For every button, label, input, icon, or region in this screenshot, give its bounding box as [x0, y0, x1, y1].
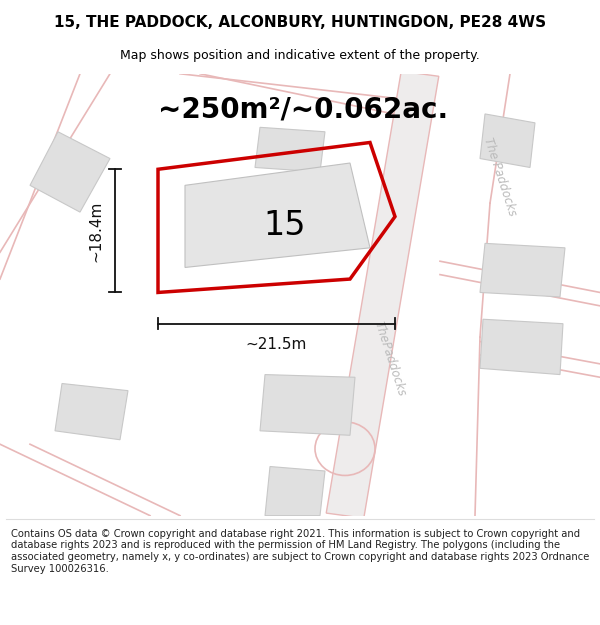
Polygon shape	[480, 319, 563, 374]
Text: ThePaddocks: ThePaddocks	[372, 321, 408, 399]
Text: Map shows position and indicative extent of the property.: Map shows position and indicative extent…	[120, 49, 480, 62]
Polygon shape	[185, 163, 370, 268]
Polygon shape	[55, 384, 128, 440]
Text: 15, THE PADDOCK, ALCONBURY, HUNTINGDON, PE28 4WS: 15, THE PADDOCK, ALCONBURY, HUNTINGDON, …	[54, 14, 546, 29]
Text: Contains OS data © Crown copyright and database right 2021. This information is : Contains OS data © Crown copyright and d…	[11, 529, 589, 574]
Polygon shape	[480, 114, 535, 168]
Polygon shape	[265, 466, 325, 516]
Polygon shape	[326, 71, 439, 518]
Polygon shape	[30, 132, 110, 212]
Polygon shape	[255, 127, 325, 172]
Text: ~250m²/~0.062ac.: ~250m²/~0.062ac.	[158, 96, 448, 124]
Text: ~21.5m: ~21.5m	[246, 337, 307, 352]
Text: 15: 15	[264, 209, 306, 242]
Text: The Paddocks: The Paddocks	[481, 136, 519, 218]
Text: ~18.4m: ~18.4m	[88, 200, 103, 261]
Polygon shape	[480, 243, 565, 297]
Polygon shape	[260, 374, 355, 435]
